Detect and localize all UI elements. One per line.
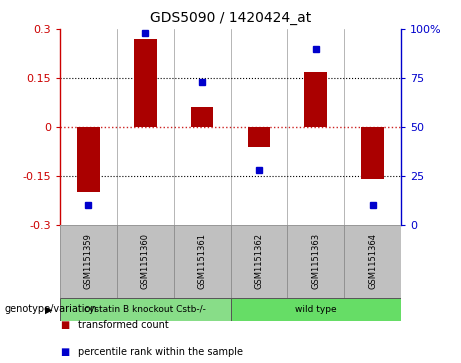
Text: GSM1151364: GSM1151364 (368, 233, 377, 289)
Bar (134, 39, 157, 127)
Text: GSM1151361: GSM1151361 (198, 233, 207, 289)
Text: ▶: ▶ (45, 305, 52, 314)
Text: GSM1151363: GSM1151363 (311, 233, 320, 289)
Title: GDS5090 / 1420424_at: GDS5090 / 1420424_at (150, 11, 311, 25)
Bar (174, 225, 230, 298)
Text: cystatin B knockout Cstb-/-: cystatin B knockout Cstb-/- (84, 305, 206, 314)
Text: GSM1151360: GSM1151360 (141, 233, 150, 289)
Text: GSM1151362: GSM1151362 (254, 233, 263, 289)
Bar (60, 298, 230, 321)
Text: genotype/variation: genotype/variation (5, 305, 97, 314)
Text: ■: ■ (60, 347, 69, 357)
Bar (248, 127, 270, 147)
Bar (230, 225, 287, 298)
Text: ■: ■ (60, 320, 69, 330)
Text: GSM1151359: GSM1151359 (84, 233, 93, 289)
Bar (117, 225, 174, 298)
Bar (77, 127, 100, 192)
Text: percentile rank within the sample: percentile rank within the sample (78, 347, 243, 357)
Text: wild type: wild type (295, 305, 337, 314)
Bar (191, 107, 213, 127)
Bar (304, 72, 327, 127)
Bar (344, 225, 401, 298)
Bar (361, 127, 384, 179)
Bar (60, 225, 117, 298)
Bar (287, 225, 344, 298)
Text: transformed count: transformed count (78, 320, 169, 330)
Bar (230, 298, 401, 321)
